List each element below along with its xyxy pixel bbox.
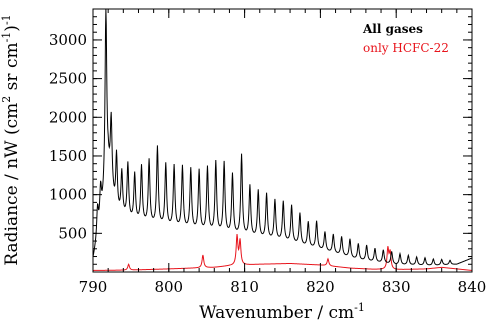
- y-tick-label: 1500: [49, 147, 87, 165]
- y-tick-label: 500: [58, 224, 87, 242]
- y-tick-label: 1000: [49, 186, 87, 204]
- x-axis-label: Wavenumber / cm-1: [199, 301, 365, 323]
- y-axis-label-part-3: ): [2, 25, 22, 32]
- x-tick-label: 810: [230, 278, 259, 296]
- x-axis-label-text: Wavenumber / cm: [199, 303, 354, 323]
- y-axis-label: Radiance / nW (cm2 sr cm-1)-1: [0, 14, 22, 265]
- series-line-1: [93, 234, 472, 271]
- x-tick-label: 800: [154, 278, 183, 296]
- x-tick-label: 840: [458, 278, 487, 296]
- y-tick-label: 2000: [49, 108, 87, 126]
- legend-entry-hcfc-22: only HCFC-22: [363, 41, 449, 55]
- y-axis-label-superscript-3: -1: [0, 14, 13, 25]
- legend-entry-all-gases: All gases: [362, 22, 423, 36]
- x-tick-label: 790: [79, 278, 108, 296]
- series-line-0: [93, 9, 472, 266]
- y-axis-label-superscript-1: 2: [0, 96, 13, 103]
- y-axis-label-part-2: sr cm: [2, 42, 22, 95]
- y-axis-label-part-1: Radiance / nW (cm: [2, 103, 22, 266]
- x-axis-label-superscript: -1: [354, 301, 365, 314]
- x-tick-label: 830: [382, 278, 411, 296]
- x-tick-label: 820: [306, 278, 335, 296]
- axes-layer: 790 800 810 820 830 840 500 1000 1500 2000 2500 300…: [49, 8, 487, 296]
- series-layer: [93, 9, 472, 271]
- y-axis-label-superscript-2: -1: [0, 32, 13, 43]
- y-tick-label: 2500: [49, 70, 87, 88]
- y-tick-label: 3000: [49, 31, 87, 49]
